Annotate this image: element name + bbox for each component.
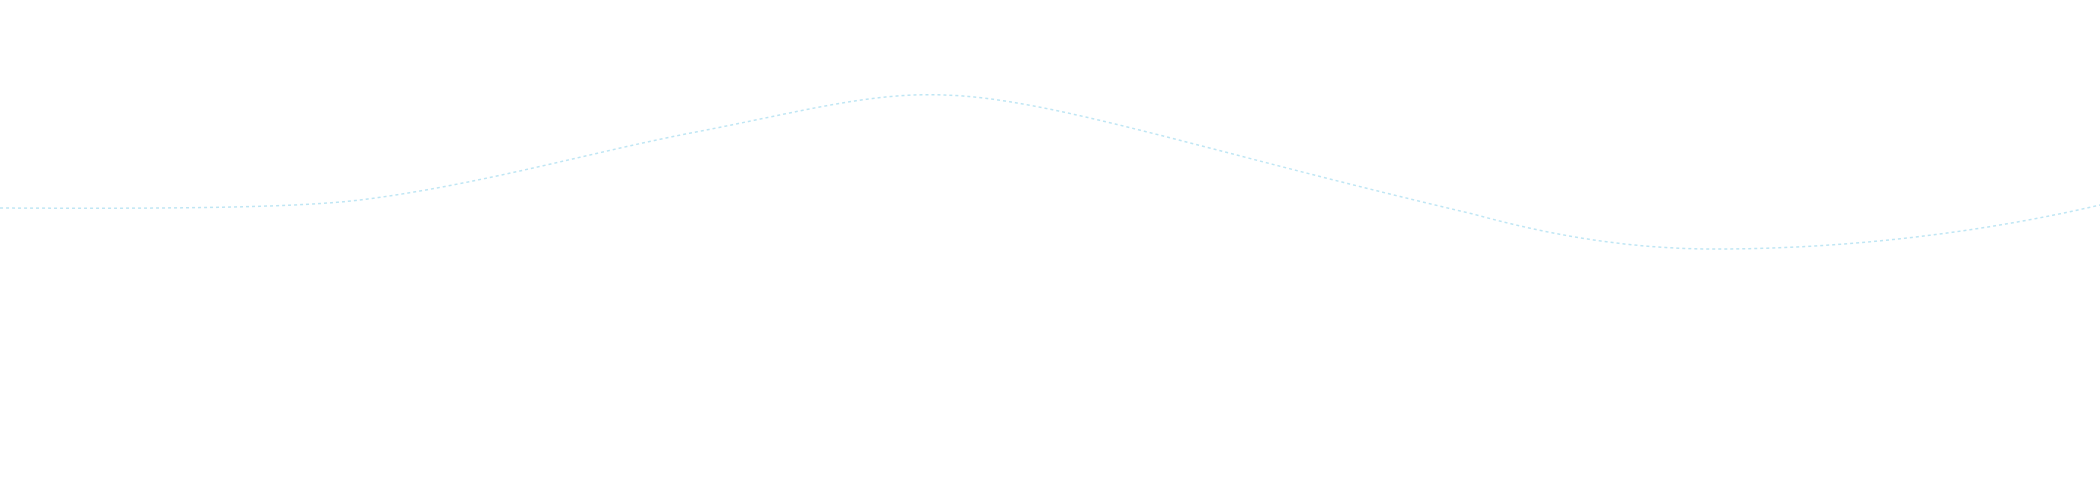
decorative-wave [0,93,2100,250]
